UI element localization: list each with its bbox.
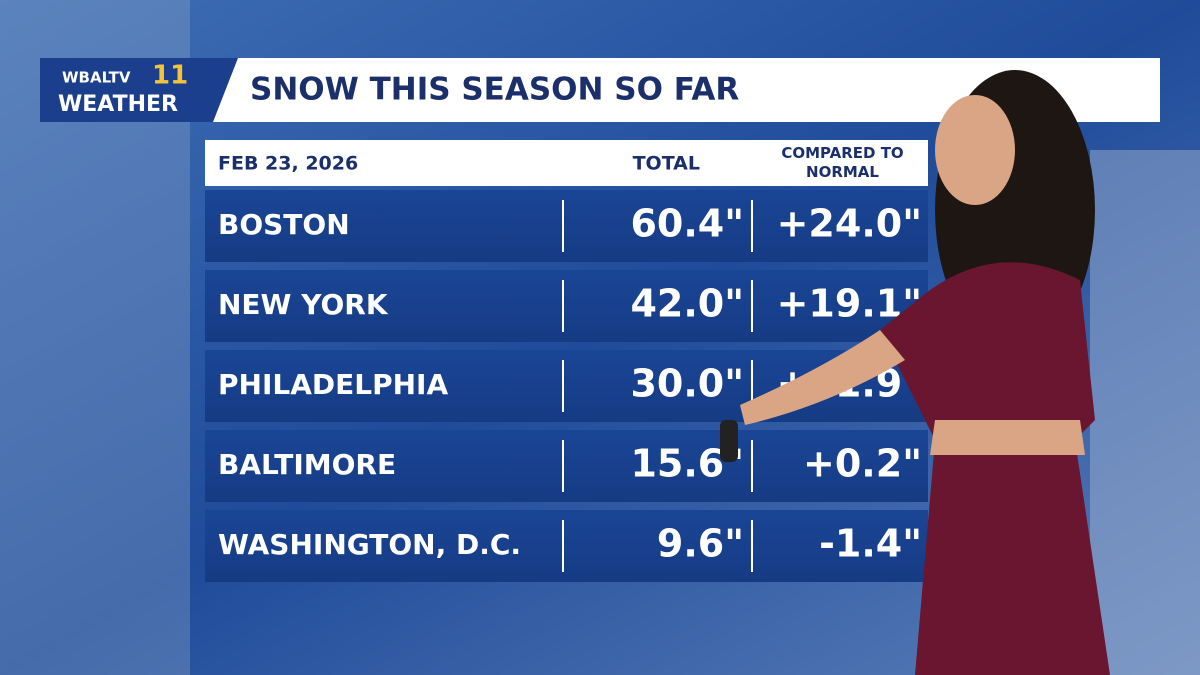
compared: +24.0" [777, 202, 922, 246]
column-header: COMPARED TO NORMAL [781, 144, 904, 181]
logo-label: WEATHER [58, 92, 178, 117]
total: 9.6" [657, 522, 744, 566]
logo-box [40, 58, 238, 122]
compared: +0.2" [803, 442, 922, 486]
date: FEB 23, 2026 [218, 153, 358, 175]
city: PHILADELPHIA [218, 368, 448, 401]
presenter [720, 70, 1110, 675]
logo-channel: 11 [152, 61, 188, 91]
total: 60.4" [630, 202, 744, 246]
title-bar [205, 58, 1160, 122]
table-row [205, 430, 928, 502]
city: NEW YORK [218, 288, 389, 321]
logo-station: WBALTV [62, 69, 131, 87]
table-row [205, 190, 928, 262]
column-header-box: COMPARED TO NORMAL [781, 144, 904, 181]
table-row [205, 270, 928, 342]
title: SNOW THIS SEASON SO FAR [250, 72, 739, 108]
city: BALTIMORE [218, 448, 396, 481]
city: BOSTON [218, 208, 350, 241]
total: 42.0" [630, 282, 744, 326]
city: WASHINGTON, D.C. [218, 528, 521, 561]
table-body: BOSTON 60.4" +24.0"NEW YORK 42.0" +19.1"PHIL… [205, 190, 928, 582]
snow-scene [1090, 150, 1200, 675]
table-header [205, 140, 928, 186]
table-row [205, 510, 928, 582]
total: 30.0" [630, 362, 744, 406]
compared: -1.4" [819, 522, 922, 566]
column-header: TOTAL [633, 153, 700, 175]
